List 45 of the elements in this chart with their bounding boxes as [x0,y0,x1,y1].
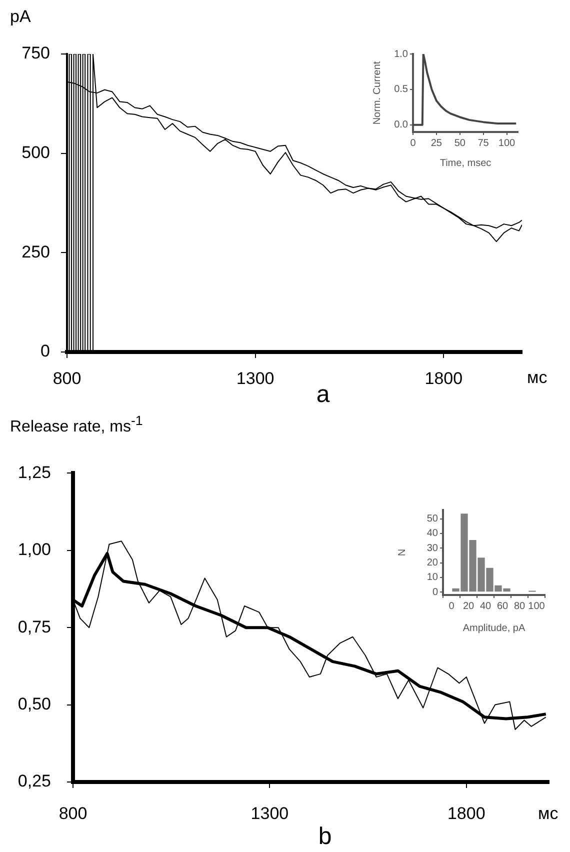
x-tick-label: 0 [448,600,455,612]
y-tick-label: 30 [426,542,438,554]
x-tick-label: 800 [58,804,88,823]
y-tick-label: 50 [426,514,438,525]
y-axis-title: Norm. Current [372,61,383,125]
y-tick-label: 0.0 [394,120,408,131]
y-tick-label: 0,50 [18,694,51,714]
x-tick-label: 100 [498,138,516,149]
y-tick-label: 20 [426,558,438,569]
x-axis-title: мс [538,804,558,823]
x-tick-label: 40 [480,600,492,612]
x-tick-label: 100 [528,600,546,612]
y-tick-label: 1,00 [18,540,51,560]
y-tick-label: 1.0 [394,48,408,60]
y-tick-label: 250 [22,242,50,262]
x-tick-label: 0 [410,138,416,149]
text: a [316,381,330,408]
x-axis-title: мс [527,368,548,387]
x-tick-label: 20 [462,600,474,612]
y-tick-label: 10 [426,572,438,584]
text: b [318,823,332,850]
y-axis-title: pA [10,7,31,26]
y-tick-label: 0 [40,342,50,361]
x-tick-label: 1300 [236,368,274,388]
y-tick-label: 40 [426,528,438,540]
x-tick-label: 60 [496,600,508,612]
x-tick-label: 50 [454,138,466,149]
x-axis-title: Amplitude, pA [462,622,526,634]
y-axis-title: N [396,548,408,556]
x-tick-label: 1300 [250,804,289,823]
y-tick-label: 0,25 [18,772,51,791]
y-axis-title: Release rate, ms$^{-1}$ [10,413,143,436]
x-tick-label: 1800 [447,804,486,823]
y-tick-label: 0.5 [394,84,408,96]
x-tick-label: 75 [478,138,490,149]
x-tick-label: 80 [514,600,526,612]
y-tick-label: 0,75 [18,617,51,636]
x-axis-title: Time, msec [440,158,492,169]
y-tick-label: 500 [22,143,50,162]
x-tick-label: 800 [52,368,82,388]
y-tick-label: 1,25 [18,462,51,482]
y-tick-label: 0 [432,586,438,598]
x-tick-label: 1800 [424,368,463,388]
y-tick-label: 750 [22,44,50,63]
x-tick-label: 25 [430,138,442,149]
